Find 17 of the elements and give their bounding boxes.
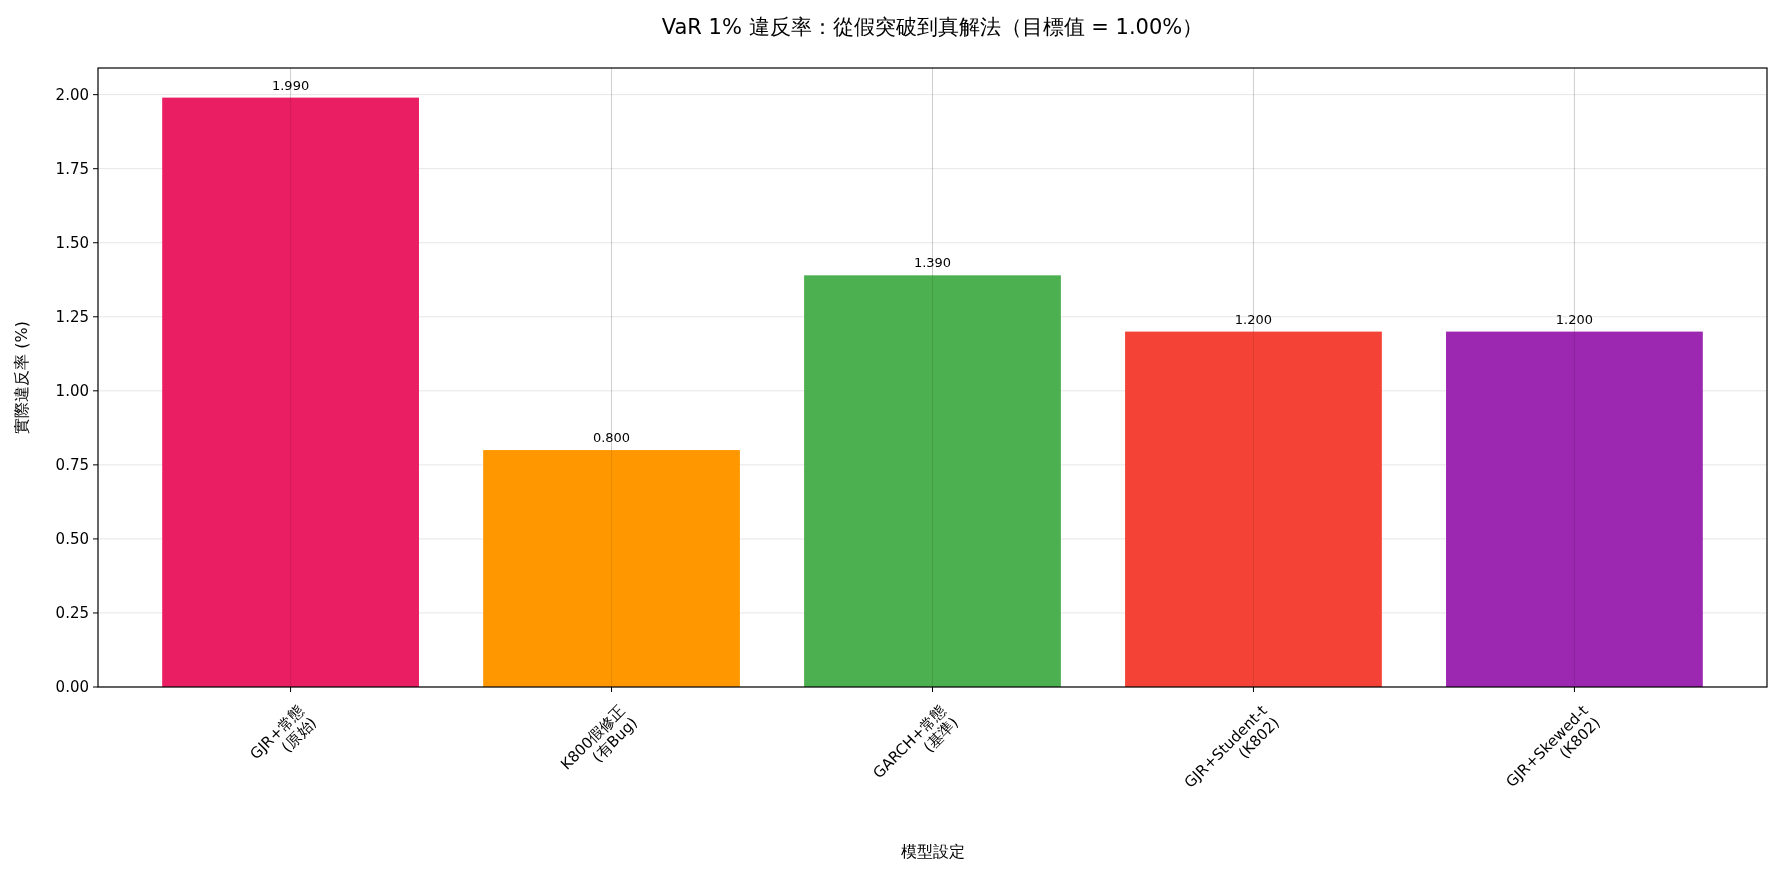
data-label: 1.990 <box>271 77 310 93</box>
y-tick-label: 1.25 <box>55 307 89 326</box>
x-axis-title: 模型設定 <box>900 842 965 861</box>
y-tick-label: 1.75 <box>55 159 89 178</box>
y-axis-title: 實際違反率 (%) <box>12 321 31 434</box>
y-tick-label: 1.50 <box>55 233 89 252</box>
y-tick-label: 0.75 <box>55 455 89 474</box>
y-tick-label: 1.00 <box>55 381 89 400</box>
y-tick-label: 0.25 <box>55 603 89 622</box>
data-label: 1.200 <box>1555 311 1594 327</box>
data-label: 1.390 <box>913 255 952 271</box>
data-label: 1.200 <box>1234 311 1273 327</box>
data-label: 0.800 <box>592 430 631 446</box>
y-tick-label: 0.00 <box>55 678 89 696</box>
y-tick-label: 2.00 <box>55 85 89 104</box>
y-tick-label: 0.50 <box>55 529 89 548</box>
chart-title: VaR 1% 違反率：從假突破到真解法（目標值 = 1.00%） <box>661 15 1204 39</box>
